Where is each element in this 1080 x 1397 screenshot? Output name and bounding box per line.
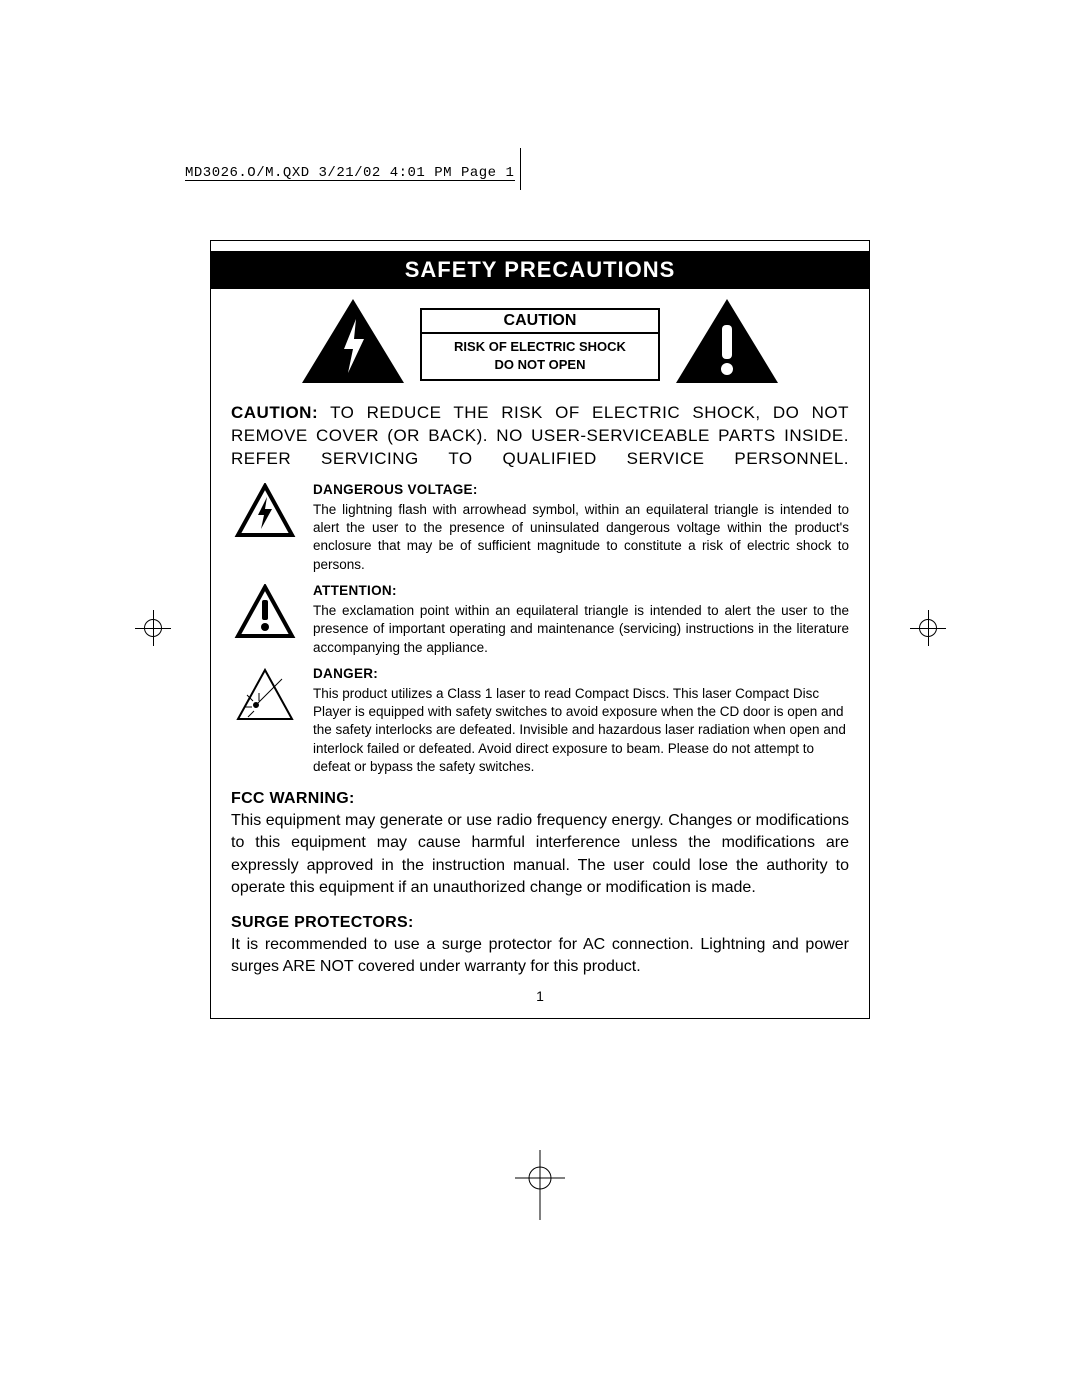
caution-caption: CAUTION <box>422 310 658 334</box>
caution-lead: CAUTION: <box>231 403 318 422</box>
header-underline <box>185 180 515 181</box>
fcc-heading: FCC WARNING: <box>231 790 849 808</box>
section-attention: ATTENTION: The exclamation point within … <box>231 582 849 657</box>
crop-mark-right <box>910 610 946 646</box>
exclamation-triangle-icon <box>231 582 299 657</box>
title-bar: SAFETY PRECAUTIONS <box>211 251 869 289</box>
danger-body: This product utilizes a Class 1 laser to… <box>313 686 846 774</box>
caution-sub1: RISK OF ELECTRIC SHOCK <box>454 339 626 354</box>
fcc-body: This equipment may generate or use radio… <box>231 810 849 900</box>
surge-body: It is recommended to use a surge protect… <box>231 934 849 979</box>
voltage-triangle-icon <box>231 481 299 574</box>
page-number: 1 <box>231 988 849 1004</box>
surge-heading: SURGE PROTECTORS: <box>231 914 849 932</box>
dangerous-body: The lightning flash with arrowhead symbo… <box>313 502 849 572</box>
caution-box: CAUTION RISK OF ELECTRIC SHOCK DO NOT OP… <box>420 308 660 381</box>
page-frame: SAFETY PRECAUTIONS CAUTION RISK OF ELECT… <box>210 240 870 1019</box>
crop-mark-left <box>135 610 171 646</box>
voltage-triangle-large-icon <box>298 297 408 392</box>
file-header: MD3026.O/M.QXD 3/21/02 4:01 PM Page 1 <box>185 165 514 181</box>
danger-heading: DANGER: <box>313 665 849 683</box>
crop-mark-bottom <box>0 1150 1080 1220</box>
section-danger: DANGER: This product utilizes a Class 1 … <box>231 665 849 776</box>
attention-body: The exclamation point within an equilate… <box>313 603 849 654</box>
dangerous-heading: DANGEROUS VOLTAGE: <box>313 481 849 499</box>
caution-body: TO REDUCE THE RISK OF ELECTRIC SHOCK, DO… <box>231 403 849 468</box>
caution-sub2: DO NOT OPEN <box>494 357 585 372</box>
exclamation-triangle-large-icon <box>672 297 782 392</box>
crop-mark-top-vert <box>520 148 521 190</box>
laser-triangle-icon <box>231 665 299 776</box>
caution-paragraph: CAUTION: TO REDUCE THE RISK OF ELECTRIC … <box>231 402 849 471</box>
section-dangerous-voltage: DANGEROUS VOLTAGE: The lightning flash w… <box>231 481 849 574</box>
attention-heading: ATTENTION: <box>313 582 849 600</box>
caution-row: CAUTION RISK OF ELECTRIC SHOCK DO NOT OP… <box>231 297 849 392</box>
